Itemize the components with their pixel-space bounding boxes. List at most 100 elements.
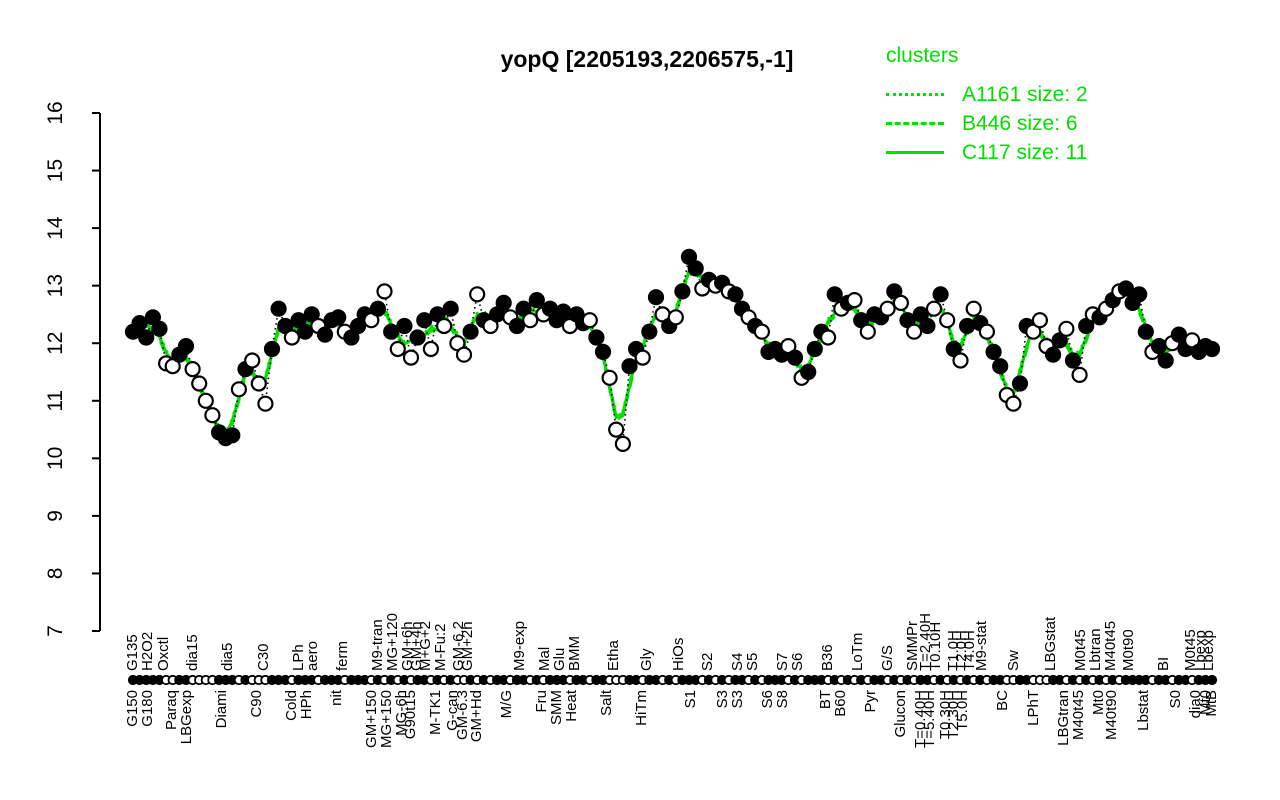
legend-line-sample-solid [886,151,944,154]
condition-label-top: GM+2h [459,621,476,671]
condition-label-bottom: Diami [213,690,230,728]
condition-label-top: M9-exp [511,621,528,671]
data-point-filled [555,303,572,320]
data-point-open [978,323,996,340]
data-point-filled [416,312,433,329]
condition-label-top: T1.0H [945,630,962,671]
data-point-open [667,309,684,326]
data-point-open [925,300,943,317]
condition-strip [127,674,1218,686]
condition-label-bottom: SMM [548,690,565,725]
data-point-open [905,323,923,340]
condition-label-top: M0t45 [1072,629,1089,671]
condition-label-bottom: HPh [298,690,315,719]
data-point-open [376,283,393,300]
condition-label-bottom: S3 [714,690,731,708]
y-tick-label: 13 [44,274,67,297]
data-point-filled [1150,338,1168,355]
condition-label-bottom: LPhT [1025,690,1042,726]
data-point-open [250,375,267,392]
condition-label-bottom: S0 [1167,690,1184,708]
condition-label-bottom: GM+Hd [468,690,485,742]
legend-items: A1161 size: 2 B446 size: 6 C117 size: 11 [886,80,1088,167]
data-point-filled [131,315,148,332]
data-point-filled [330,309,347,326]
condition-label-bottom: MG-6h [393,690,410,736]
condition-label-top: C30 [255,643,272,671]
condition-label-bottom: HiTm [633,690,650,726]
condition-label-top: M0t90 [1120,629,1137,671]
data-point-filled [1044,346,1062,363]
condition-label-bottom: Mt0 [1090,690,1107,715]
condition-label-top: Gly [638,648,655,671]
data-point-open [257,395,274,412]
y-tick-label: 14 [44,216,67,240]
condition-label-top: LBGstat [1042,616,1059,671]
condition-label-top: S5 [744,653,761,671]
data-point-filled [1011,375,1029,392]
condition-label-bottom: Glucon [892,690,909,738]
data-point-open [230,381,247,398]
data-point-open [879,300,896,317]
condition-label-top: G135 [124,634,141,671]
condition-label-bottom: G-can [444,690,461,731]
condition-label-top: B36 [819,644,836,671]
data-point-filled [1157,352,1174,369]
data-point-filled [495,294,512,311]
data-point-filled [409,329,426,346]
condition-label-bottom: dia0 [1187,690,1204,718]
condition-label-top: T0.10H [927,622,944,671]
data-point-open [283,329,300,346]
condition-label-top: BI [1155,657,1172,671]
legend-item-0: A1161 size: 2 [886,80,1088,109]
condition-label-bottom: T0.30H [937,690,954,739]
data-point-filled [508,317,526,335]
legend-item-label: B446 size: 6 [962,111,1078,135]
condition-label-top: Glu [551,648,568,671]
condition-label-top: GM-6.2 [450,621,467,671]
data-point-filled [462,323,479,340]
condition-label-bottom: T2.30H [945,690,962,739]
data-point-filled [958,317,976,335]
data-point-open [1005,395,1022,412]
condition-label-top: Lbexp [1200,630,1217,671]
chart-title: yopQ [2205193,2206575,-1] [500,46,794,72]
y-tick-label: 9 [44,510,67,522]
condition-label-bottom: Mt0 [1197,690,1214,715]
data-point-filled [1131,286,1148,303]
legend-header: clusters [886,44,959,67]
data-point-filled [1203,340,1221,358]
condition-label-bottom: T=0.40H [912,690,929,748]
condition-label-bottom: M/G [498,690,515,718]
condition-label-bottom: GM+150 [363,690,380,748]
condition-label-bottom: G90t15 [402,690,419,739]
condition-label-bottom: nit [328,689,345,706]
data-point-filled [1117,280,1135,297]
condition-label-top: T2.0H [953,630,970,671]
condition-label-bottom: S3 [729,690,746,708]
y-tick-label: 10 [44,447,67,470]
data-point-open [939,312,956,329]
data-point-filled [1137,323,1154,340]
data-point-filled [912,306,929,323]
condition-label-top: LPh [290,644,307,671]
data-point-open [389,340,406,358]
data-point-filled [528,292,545,309]
data-point-open [859,323,876,340]
data-point-open [819,329,837,346]
data-point-filled [270,300,287,317]
data-point-filled [316,326,334,343]
condition-label-bottom: T=5.40H [921,690,938,748]
condition-label-bottom: Fru [533,690,550,713]
data-point-filled [985,343,1002,360]
legend-item-label: C117 size: 11 [962,140,1088,164]
gene-data-points [124,248,1221,452]
condition-label-top: LoTm [849,633,866,671]
condition-label-bottom: LBGexp [178,690,195,744]
data-point-filled [806,340,823,358]
data-point-filled [588,329,605,346]
data-point-filled [647,289,665,306]
data-point-filled [641,323,658,340]
condition-label-bottom: M40t90 [1103,690,1120,740]
